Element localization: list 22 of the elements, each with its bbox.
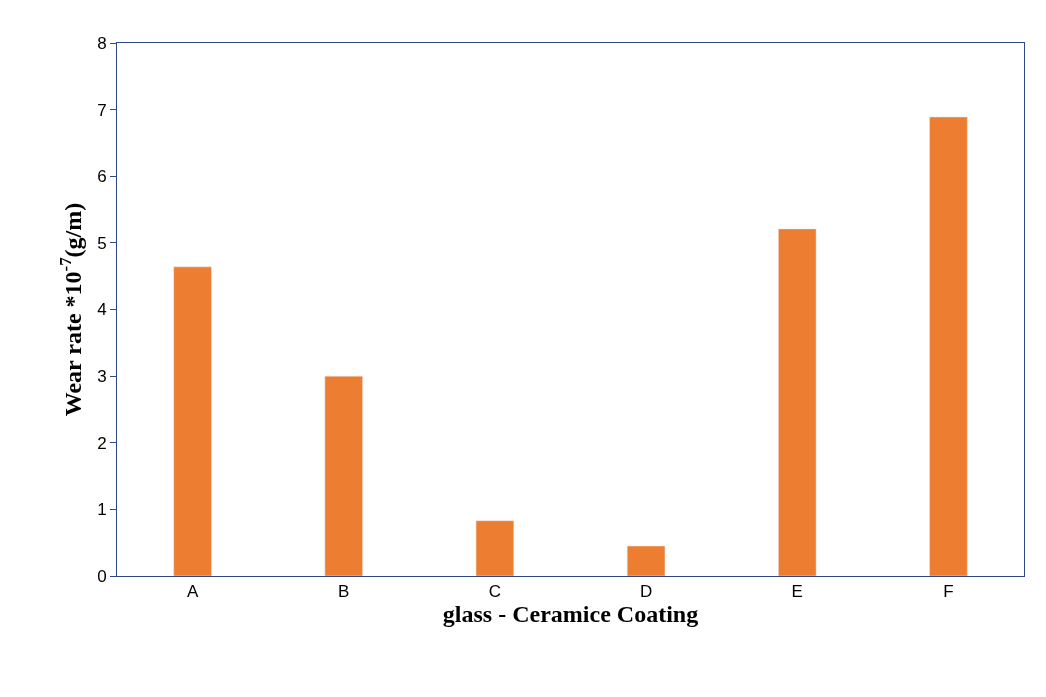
x-tick-label: C	[488, 582, 502, 602]
x-tick-label: F	[943, 582, 954, 602]
bar	[475, 520, 515, 576]
x-axis-title: glass - Ceramice Coating	[442, 601, 699, 628]
y-tick-label: 0	[97, 566, 107, 586]
x-tick-label: A	[186, 582, 199, 602]
x-tick-label: E	[791, 582, 803, 602]
bar	[626, 545, 666, 576]
bar	[173, 266, 212, 576]
y-tick-label: 8	[97, 33, 107, 53]
x-tick-label: D	[639, 582, 653, 602]
y-tick-label: 7	[97, 100, 107, 120]
x-tick-label: B	[338, 582, 350, 602]
y-tick-label: 3	[97, 367, 107, 387]
y-tick-label: 1	[97, 500, 107, 520]
bar	[324, 375, 363, 576]
bar	[778, 228, 817, 576]
y-tick-label: 4	[97, 300, 107, 320]
y-tick-label: 6	[97, 167, 107, 187]
bar	[929, 116, 968, 576]
y-tick-label: 5	[97, 233, 107, 253]
y-tick-label: 2	[97, 433, 107, 453]
